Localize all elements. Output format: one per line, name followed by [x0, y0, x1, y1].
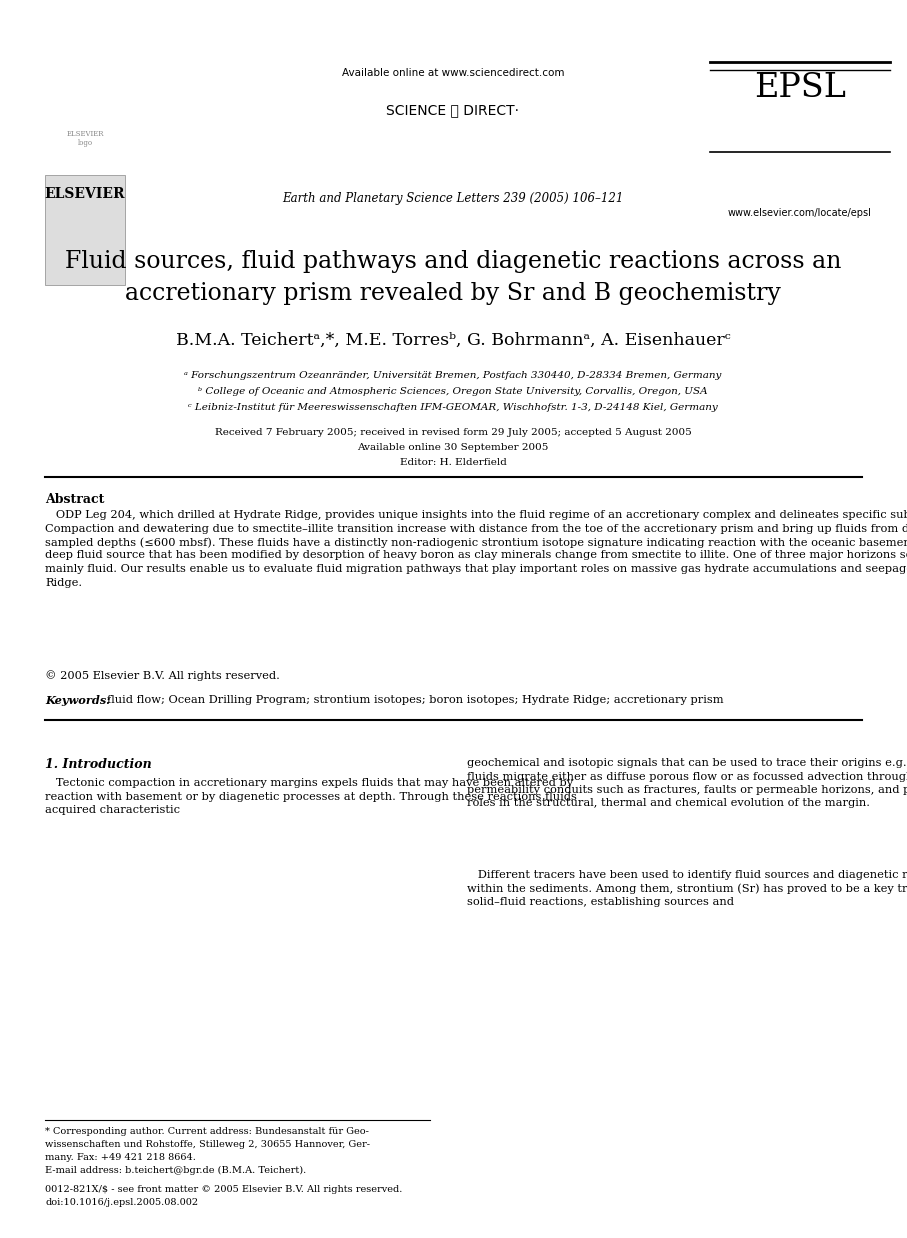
Text: Compaction and dewatering due to smectite–illite transition increase with distan: Compaction and dewatering due to smectit… [45, 524, 907, 534]
Text: geochemical and isotopic signals that can be used to trace their origins e.g. [1: geochemical and isotopic signals that ca… [467, 758, 907, 768]
Text: ELSEVIER: ELSEVIER [44, 187, 125, 201]
Text: ᶜ Leibniz-Institut für Meereswissenschaften IFM-GEOMAR, Wischhofstr. 1-3, D-2414: ᶜ Leibniz-Institut für Meereswissenschaf… [188, 404, 717, 412]
Text: acquired characteristic: acquired characteristic [45, 805, 180, 815]
Text: Available online at www.sciencedirect.com: Available online at www.sciencedirect.co… [342, 68, 564, 78]
Text: Abstract: Abstract [45, 493, 104, 506]
Text: © 2005 Elsevier B.V. All rights reserved.: © 2005 Elsevier B.V. All rights reserved… [45, 670, 280, 681]
Text: roles in the structural, thermal and chemical evolution of the margin.: roles in the structural, thermal and che… [467, 799, 870, 808]
Text: E-mail address: b.teichert@bgr.de (B.M.A. Teichert).: E-mail address: b.teichert@bgr.de (B.M.A… [45, 1166, 307, 1175]
Text: Different tracers have been used to identify fluid sources and diagenetic reacti: Different tracers have been used to iden… [467, 870, 907, 880]
Text: deep fluid source that has been modified by desorption of heavy boron as clay mi: deep fluid source that has been modified… [45, 551, 907, 561]
Text: Editor: H. Elderfield: Editor: H. Elderfield [400, 458, 506, 467]
Text: sampled depths (≤600 mbsf). These fluids have a distinctly non-radiogenic stront: sampled depths (≤600 mbsf). These fluids… [45, 537, 907, 547]
Text: fluid flow; Ocean Drilling Program; strontium isotopes; boron isotopes; Hydrate : fluid flow; Ocean Drilling Program; stro… [107, 695, 724, 704]
Text: B.M.A. Teichertᵃ,*, M.E. Torresᵇ, G. Bohrmannᵃ, A. Eisenhauerᶜ: B.M.A. Teichertᵃ,*, M.E. Torresᵇ, G. Boh… [176, 332, 730, 349]
Text: fluids migrate either as diffuse porous flow or as focussed advection through hi: fluids migrate either as diffuse porous … [467, 771, 907, 781]
Text: doi:10.1016/j.epsl.2005.08.002: doi:10.1016/j.epsl.2005.08.002 [45, 1198, 198, 1207]
Text: ELSEVIER
logo: ELSEVIER logo [66, 130, 103, 147]
Text: 1. Introduction: 1. Introduction [45, 758, 151, 771]
Text: ᵃ Forschungszentrum Ozeanränder, Universität Bremen, Postfach 330440, D-28334 Br: ᵃ Forschungszentrum Ozeanränder, Univers… [184, 371, 722, 380]
Text: accretionary prism revealed by Sr and B geochemistry: accretionary prism revealed by Sr and B … [125, 282, 781, 305]
Text: Fluid sources, fluid pathways and diagenetic reactions across an: Fluid sources, fluid pathways and diagen… [64, 250, 841, 274]
Text: Ridge.: Ridge. [45, 577, 83, 588]
Text: Available online 30 September 2005: Available online 30 September 2005 [357, 443, 549, 452]
Text: ᵇ College of Oceanic and Atmospheric Sciences, Oregon State University, Corvalli: ᵇ College of Oceanic and Atmospheric Sci… [199, 387, 707, 396]
Text: Keywords:: Keywords: [45, 695, 111, 706]
Bar [45, 175, 125, 285]
Text: within the sediments. Among them, strontium (Sr) has proved to be a key tracer f: within the sediments. Among them, stront… [467, 884, 907, 894]
Text: www.elsevier.com/locate/epsl: www.elsevier.com/locate/epsl [728, 208, 872, 218]
Text: ODP Leg 204, which drilled at Hydrate Ridge, provides unique insights into the f: ODP Leg 204, which drilled at Hydrate Ri… [45, 510, 907, 520]
Text: Received 7 February 2005; received in revised form 29 July 2005; accepted 5 Augu: Received 7 February 2005; received in re… [215, 428, 691, 437]
Text: many. Fax: +49 421 218 8664.: many. Fax: +49 421 218 8664. [45, 1153, 196, 1162]
Text: wissenschaften und Rohstoffe, Stilleweg 2, 30655 Hannover, Ger-: wissenschaften und Rohstoffe, Stilleweg … [45, 1140, 370, 1149]
Text: permeability conduits such as fractures, faults or permeable horizons, and play : permeability conduits such as fractures,… [467, 785, 907, 795]
Text: * Corresponding author. Current address: Bundesanstalt für Geo-: * Corresponding author. Current address:… [45, 1127, 369, 1136]
Text: Earth and Planetary Science Letters 239 (2005) 106–121: Earth and Planetary Science Letters 239 … [282, 192, 624, 206]
Text: Tectonic compaction in accretionary margins expels fluids that may have been alt: Tectonic compaction in accretionary marg… [45, 777, 573, 789]
Text: solid–fluid reactions, establishing sources and: solid–fluid reactions, establishing sour… [467, 898, 734, 907]
Text: reaction with basement or by diagenetic processes at depth. Through these reacti: reaction with basement or by diagenetic … [45, 791, 577, 801]
Text: EPSL: EPSL [754, 72, 846, 104]
Text: SCIENCE ⓐ DIRECT·: SCIENCE ⓐ DIRECT· [386, 103, 520, 118]
Text: 0012-821X/$ - see front matter © 2005 Elsevier B.V. All rights reserved.: 0012-821X/$ - see front matter © 2005 El… [45, 1185, 403, 1193]
Text: mainly fluid. Our results enable us to evaluate fluid migration pathways that pl: mainly fluid. Our results enable us to e… [45, 565, 907, 574]
